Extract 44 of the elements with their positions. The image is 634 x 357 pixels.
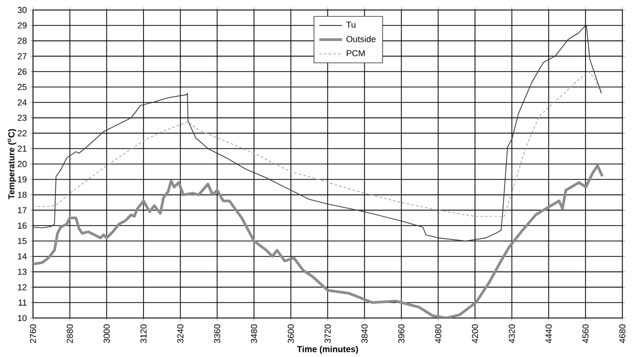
x-tick-label: 2760 <box>30 324 36 343</box>
y-tick-label: 16 <box>18 222 27 229</box>
x-tick-label: 4440 <box>546 324 552 344</box>
x-tick-label: 3960 <box>398 324 404 343</box>
legend-label: PCM <box>346 50 365 56</box>
y-tick-label: 22 <box>18 130 27 136</box>
y-axis-title: Temperature ($^{o}$C) <box>8 129 16 200</box>
y-tick-label: 17 <box>18 207 27 214</box>
y-tick-label: 18 <box>18 192 27 198</box>
x-tick-label: 4080 <box>435 324 442 344</box>
y-tick-label: 10 <box>18 314 27 322</box>
x-tick-label: 2880 <box>66 324 73 343</box>
line-series <box>33 164 604 318</box>
x-tick-label: 3120 <box>140 324 147 343</box>
legend-label: Tu <box>346 22 356 28</box>
y-tick-label: 26 <box>18 68 27 75</box>
x-tick-label: 4560 <box>582 324 589 344</box>
y-tick-label: 24 <box>18 99 27 106</box>
y-tick-label: 28 <box>18 38 27 44</box>
x-tick-label: 3000 <box>104 324 110 343</box>
x-tick-label: 3360 <box>214 324 220 343</box>
x-axis-title: Time (minutes) <box>297 346 358 354</box>
y-tick-label: 21 <box>18 146 27 152</box>
y-tick-label: 14 <box>18 253 27 260</box>
y-tick-label: 30 <box>18 6 27 14</box>
x-tick-label: 4200 <box>472 324 478 344</box>
x-tick-label: 3480 <box>250 324 258 343</box>
y-tick-label: 11 <box>18 300 27 306</box>
y-tick-label: 27 <box>18 53 27 60</box>
x-tick-label: 4680 <box>619 324 626 344</box>
legend-label: Outside <box>346 36 376 42</box>
x-tick-label: 3720 <box>324 324 331 343</box>
y-tick-label: 20 <box>18 160 27 168</box>
y-tick-label: 13 <box>18 268 27 275</box>
x-tick-label: 3840 <box>361 324 368 343</box>
x-tick-label: 3600 <box>288 324 294 343</box>
y-tick-label: 12 <box>18 284 27 290</box>
y-tick-label: 19 <box>18 176 27 182</box>
y-tick-label: 23 <box>18 114 27 121</box>
y-tick-label: 25 <box>18 84 27 90</box>
y-tick-label: 15 <box>18 238 27 244</box>
x-tick-label: 4320 <box>508 324 515 344</box>
x-tick-label: 3240 <box>177 324 184 343</box>
y-tick-label: 29 <box>18 22 27 28</box>
